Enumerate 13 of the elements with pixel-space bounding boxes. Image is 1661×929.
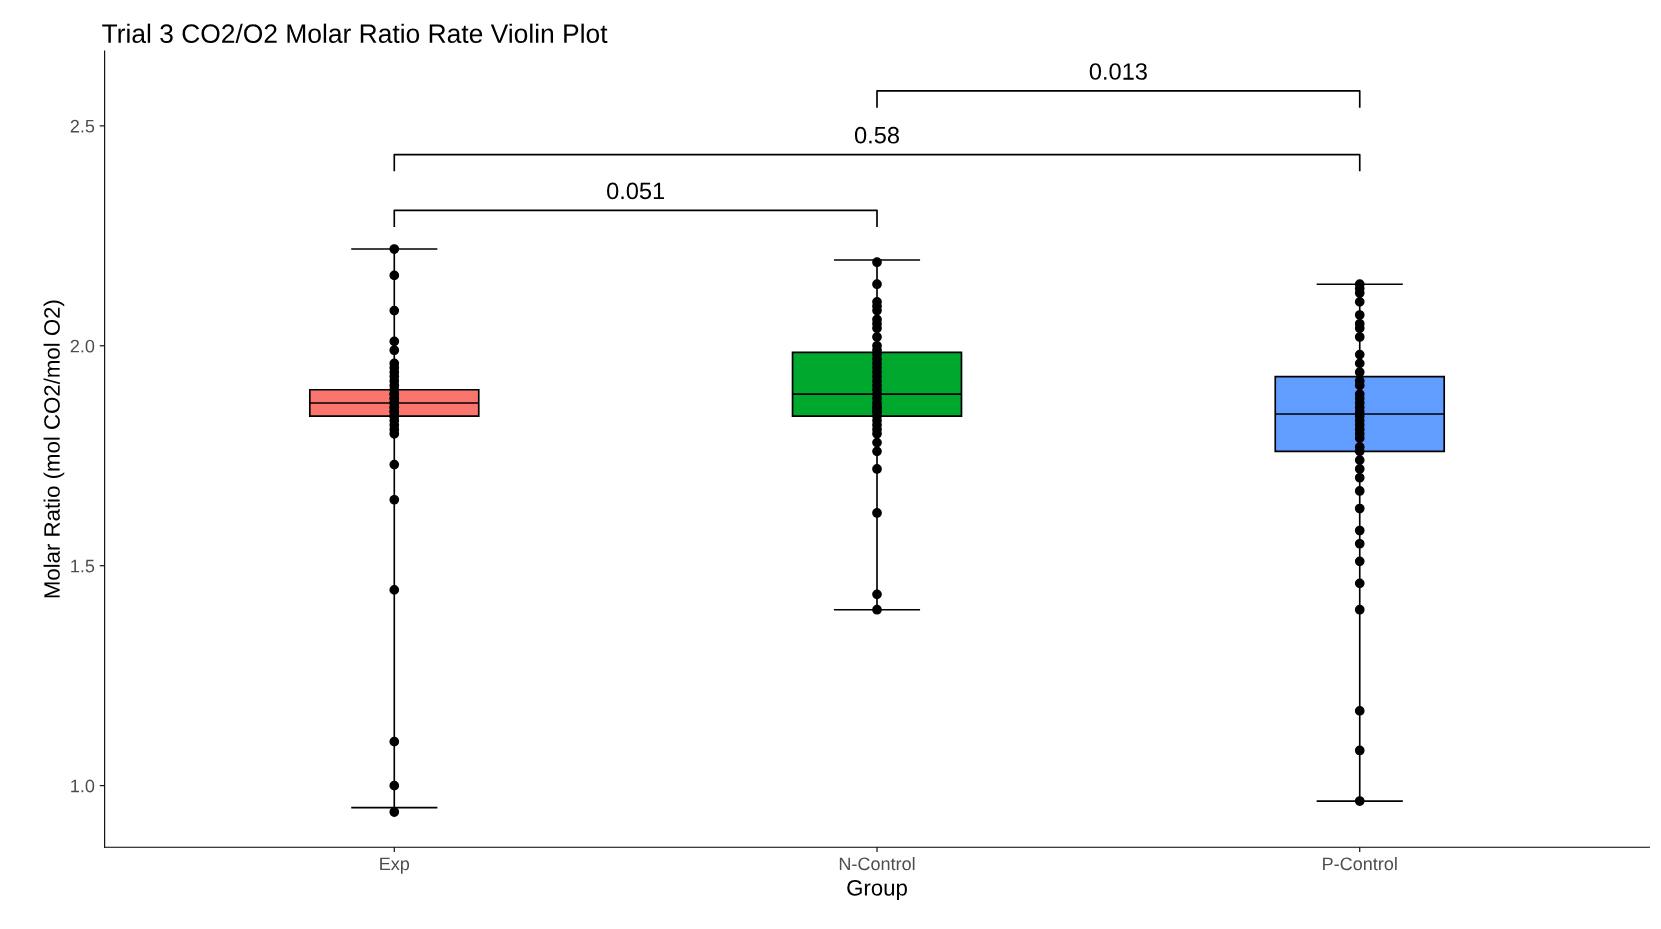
y-tick-label: 1.5: [71, 559, 95, 573]
x-tick-label: P-Control: [1323, 856, 1397, 871]
chart-title: Trial 3 CO2/O2 Molar Ratio Rate Violin Plot: [102, 23, 608, 44]
y-axis-title: Molar Ratio (mol CO2/mol O2): [43, 300, 65, 598]
annotation: 0.58: [854, 126, 899, 144]
x-tick-label: N-Control: [839, 856, 915, 871]
y-tick-label: 2.0: [70, 339, 95, 353]
y-tick-label: 1.0: [71, 779, 95, 793]
annotation: 0.051: [607, 182, 665, 200]
annotation: 0.013: [1089, 63, 1147, 80]
y-tick-label: 2.5: [70, 119, 95, 133]
x-tick-label: Exp: [380, 857, 410, 874]
x-axis-title: Group: [847, 879, 907, 901]
